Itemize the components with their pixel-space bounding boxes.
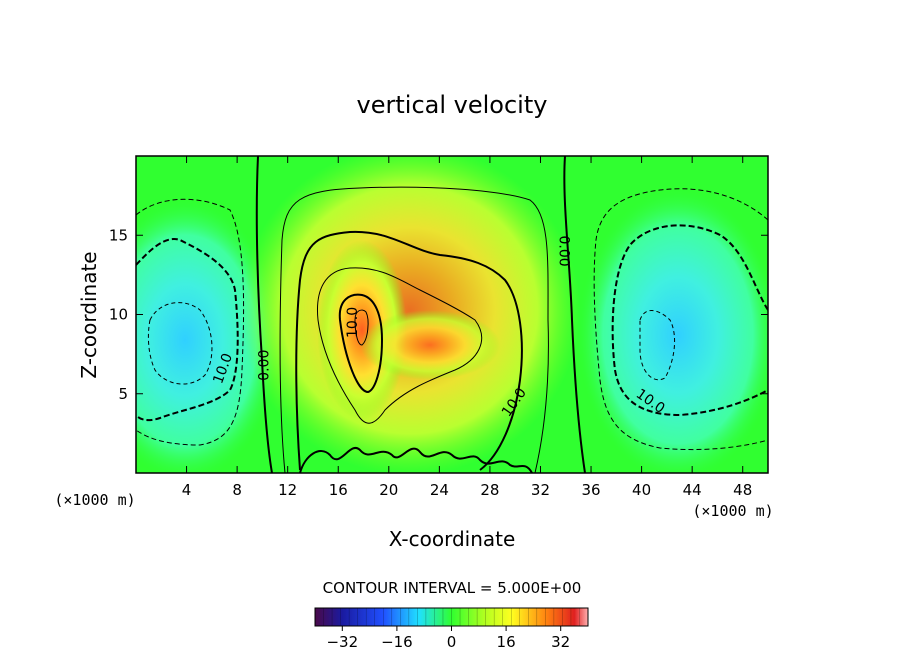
x-tick-label: 4 [182,481,192,499]
chart-title: vertical velocity [357,91,548,119]
contour-fifteen-down-right [639,310,676,381]
contour-zero-right [563,156,586,473]
x-tick-label: 24 [430,481,449,499]
contour-five-down-left [136,198,245,446]
colorbar: −32 −16 0 16 32 [314,607,589,651]
colorbar-tick-label: 32 [551,633,570,651]
contour-label: 0.00 [257,350,273,381]
downdraft-left-field [136,200,280,473]
contour-surface-zero [299,446,533,473]
contour-label: 10.0 [345,307,361,338]
plot-area [136,156,768,473]
x-tick-label: 28 [480,481,499,499]
contour-interval-label: CONTOUR INTERVAL = 5.000E+00 [323,579,582,597]
contour-label: 0.00 [555,236,571,267]
y-tick-label: 10 [109,306,128,324]
y-unit-label: (×1000 m) [54,491,135,509]
x-axis: 4 8 12 16 20 24 28 32 36 40 44 48 [182,156,752,499]
contour-ten-up [295,230,523,471]
contour-five-down-right [593,188,768,451]
x-tick-label: 48 [733,481,752,499]
colorbar-tick-label: −32 [326,633,358,651]
contour-ten-down-left [136,238,239,422]
contour-ten-down-right [611,224,768,417]
contour-zero-left [255,156,273,473]
x-tick-label: 40 [632,481,651,499]
x-unit-label: (×1000 m) [692,502,773,520]
x-tick-label: 12 [278,481,297,499]
x-tick-label: 36 [581,481,600,499]
updraft-arm-field [360,310,500,380]
x-tick-label: 20 [379,481,398,499]
updraft-outer-field [240,156,580,473]
y-tick-label: 15 [109,226,128,244]
updraft-core-field [317,240,407,420]
colorbar-ticks: −32 −16 0 16 32 [314,608,589,651]
contour-fifteen-up [316,267,483,424]
x-tick-label: 8 [232,481,242,499]
x-tick-label: 16 [329,481,348,499]
y-tick-label: 5 [118,385,128,403]
x-tick-label: 44 [683,481,702,499]
x-tick-label: 32 [531,481,550,499]
y-axis: 5 10 15 [109,226,768,403]
contour-twentyfive-up [354,309,369,346]
colorbar-tick-label: 0 [447,633,457,651]
x-axis-title: X-coordinate [389,527,516,551]
colorbar-tick-label: −16 [381,633,413,651]
contour-fifteen-down-left [147,302,213,385]
contour-twenty-up [338,293,384,394]
contour-five-up [279,186,549,473]
colorbar-tick-label: 16 [497,633,516,651]
downdraft-right-field [578,190,768,473]
y-axis-title: Z-coordinate [77,251,101,378]
